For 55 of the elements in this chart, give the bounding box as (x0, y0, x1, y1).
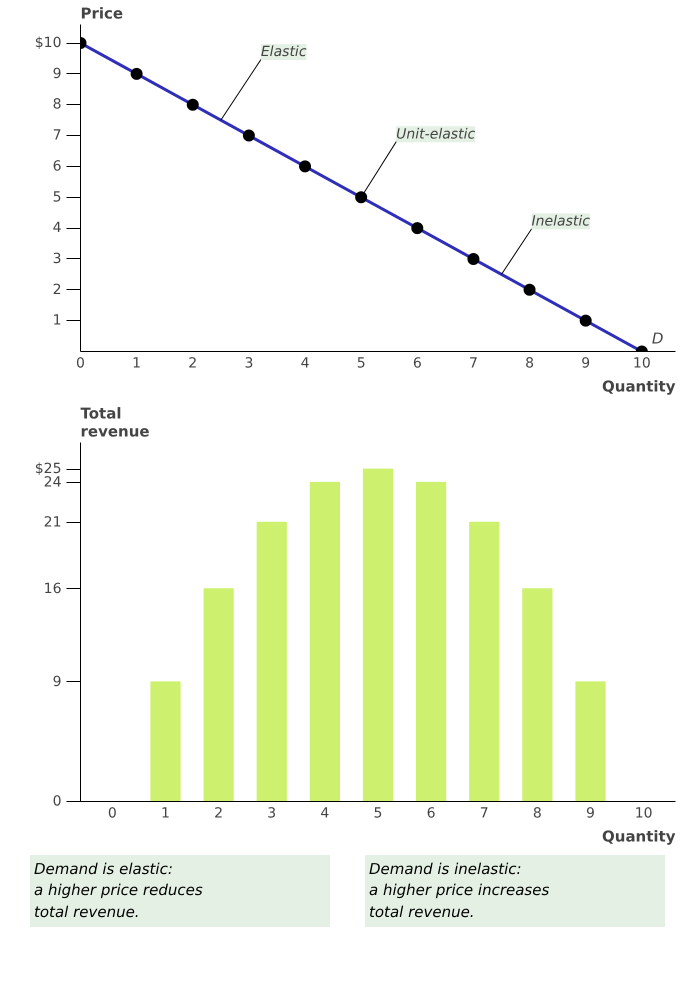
x-tick-label: 4 (300, 356, 310, 372)
y-tick-label: 2 (52, 282, 62, 298)
y-tick-label: 16 (44, 580, 62, 597)
bar (416, 482, 446, 802)
x-tick-label: 6 (412, 356, 422, 372)
bar (469, 522, 500, 802)
annotation: Unit-elastic (396, 126, 476, 142)
x-tick-label: 2 (214, 806, 224, 822)
x-tick-label: 3 (244, 356, 254, 372)
x-axis-title: Quantity (602, 378, 676, 396)
y-tick-label: 6 (52, 158, 62, 174)
bar (256, 522, 287, 802)
y-tick-label: 7 (52, 128, 62, 144)
x-tick-label: 2 (188, 356, 198, 372)
x-axis-title: Quantity (602, 828, 676, 846)
x-tick-label: 6 (426, 806, 436, 822)
x-tick-label: 1 (161, 806, 170, 822)
y-tick-label: 9 (52, 674, 62, 690)
text: Demand is elastic: a higher price reduces total revenue. (34, 859, 203, 923)
x-tick-label: 5 (356, 356, 366, 372)
bar (575, 681, 606, 802)
y-tick-label: 4 (52, 220, 62, 236)
y-tick-label: 5 (52, 189, 62, 206)
y-tick-label: 8 (52, 96, 62, 113)
x-tick-label: 8 (532, 806, 542, 822)
y-tick-label: 0 (52, 794, 62, 810)
x-tick-label: 10 (632, 356, 651, 372)
y-tick-label: 1 (52, 312, 62, 329)
y-axis-title: Price (80, 4, 124, 22)
series-label: D (652, 330, 664, 348)
bar (204, 588, 234, 802)
x-tick-label: 7 (480, 806, 489, 822)
x-tick-label: 3 (267, 806, 276, 822)
bar (522, 588, 552, 802)
x-tick-label: 5 (374, 806, 382, 822)
bar (150, 681, 181, 802)
bar (310, 482, 340, 802)
text: Demand is inelastic: a higher price increases total revenue. (369, 859, 550, 923)
x-tick-label: 9 (586, 806, 595, 822)
y-tick-label: 3 (52, 250, 62, 267)
x-tick-label: 9 (581, 356, 590, 372)
y-tick-label: $10 (34, 35, 62, 52)
bar (362, 468, 394, 802)
x-tick-label: 4 (320, 806, 330, 822)
y-tick-label: 21 (44, 514, 62, 530)
y-axis-title: Total revenue (80, 404, 150, 440)
annotation: Inelastic (531, 213, 590, 230)
annotation: Elastic (260, 44, 307, 60)
y-tick-label: 9 (52, 66, 62, 82)
x-tick-label: 1 (132, 356, 142, 372)
x-tick-label: 0 (76, 356, 85, 372)
x-tick-label: 8 (525, 356, 534, 372)
x-tick-label: 0 (108, 806, 117, 822)
x-tick-label: 7 (468, 356, 478, 372)
x-tick-label: 10 (634, 806, 653, 822)
